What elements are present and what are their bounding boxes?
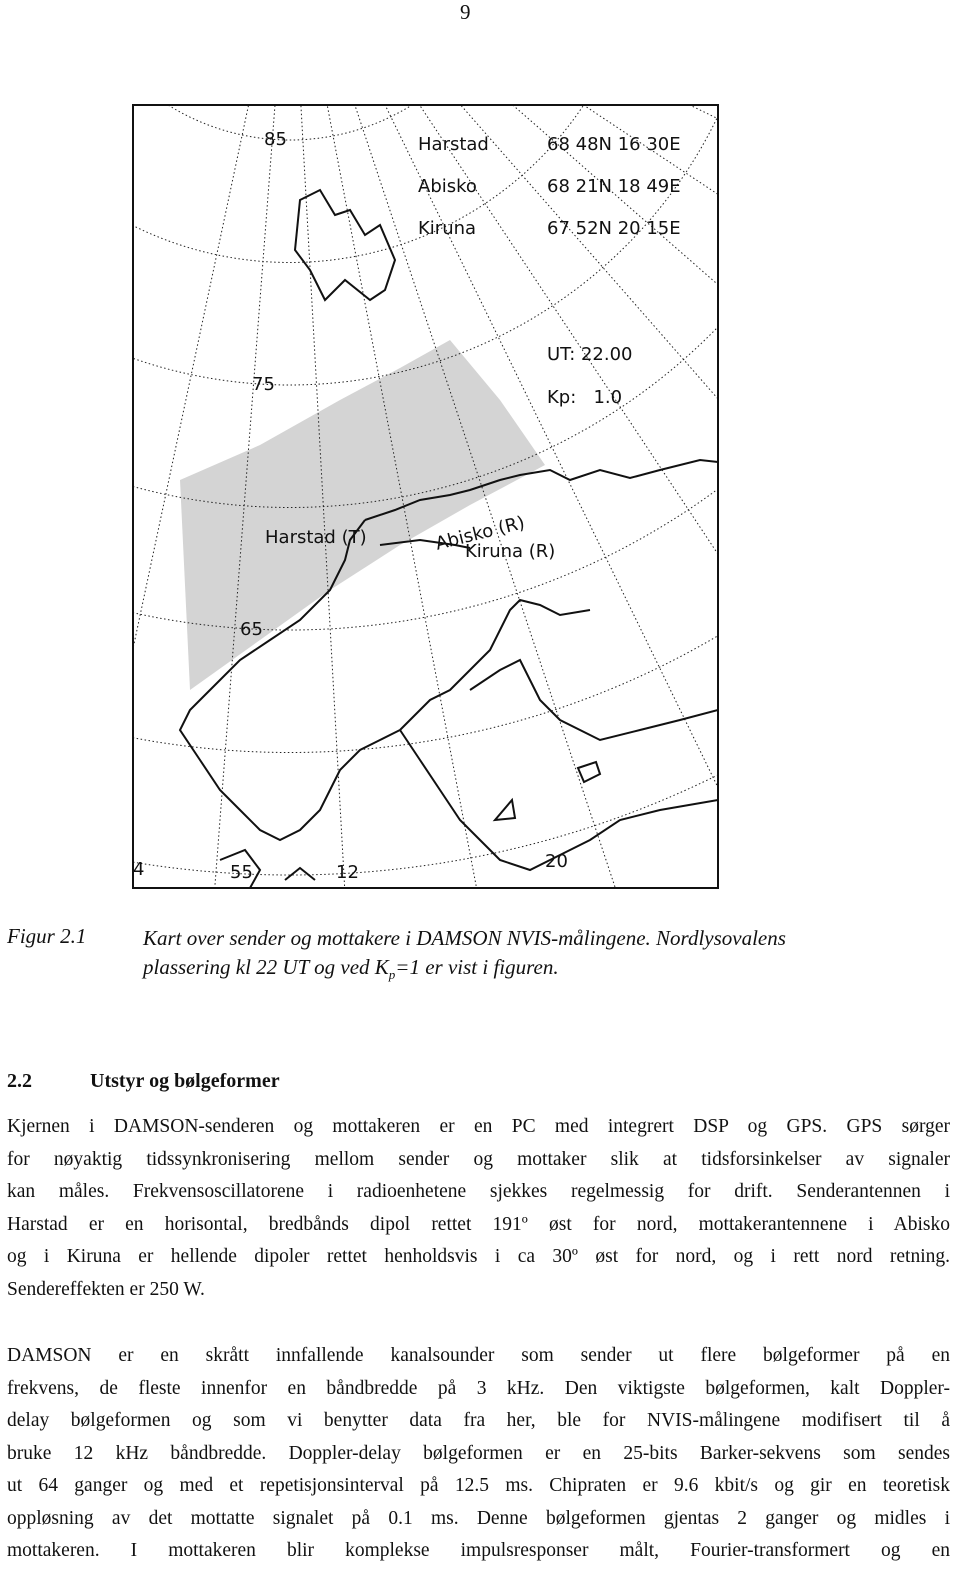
text-line: mottakeren. I mottakeren blir komplekse …	[7, 1540, 950, 1561]
caption-label: Figur 2.1	[7, 924, 87, 948]
map-frame	[132, 104, 719, 889]
station-map-label: Harstad (T)	[265, 527, 367, 548]
latitude-label: 75	[252, 374, 275, 395]
text-line: kan måles. Frekvensoscillatorene i radio…	[7, 1181, 950, 1202]
text-line: delay bølgeformen og som vi benytter dat…	[7, 1410, 950, 1431]
subscript: p	[388, 967, 396, 983]
kp-label: Kp: 1.0	[547, 387, 622, 408]
latitude-label: 55	[230, 862, 253, 883]
latitude-label: 85	[264, 129, 287, 150]
graticule-line	[214, 105, 276, 888]
map-content	[133, 105, 718, 888]
text-line: DAMSON er en skrått innfallende kanalsou…	[7, 1345, 950, 1366]
text-line: frekvens, de fleste innenfor en båndbred…	[7, 1377, 950, 1399]
longitude-label: 20	[545, 851, 568, 872]
station-coords: 68 21N 18 49E	[547, 176, 681, 197]
graticule-line	[354, 105, 616, 888]
station-name: Harstad	[418, 134, 489, 155]
text-line: Harstad er en horisontal, bredbånds dipo…	[7, 1213, 950, 1235]
graticule-line	[167, 105, 413, 141]
text-line: og i Kiruna er hellende dipoler rettet h…	[7, 1246, 950, 1267]
paragraph: Kjernen i DAMSON-senderen og mottakeren …	[7, 1111, 950, 1306]
coastline	[178, 188, 718, 888]
text-line: for nøyaktig tidssynkronisering mellom s…	[7, 1148, 950, 1170]
graticule-line	[326, 105, 478, 888]
graticule	[133, 105, 718, 888]
ut-label: UT: 22.00	[547, 344, 633, 365]
longitude-label: 4	[133, 859, 144, 880]
graticule-line	[300, 105, 346, 888]
text-line: ut 64 ganger og med et repetisjonsinterv…	[7, 1475, 950, 1496]
station-coords: 68 48N 16 30E	[547, 134, 681, 155]
text-line: bruke 12 kHz båndbredde. Doppler-delay b…	[7, 1442, 950, 1464]
station-coords: 67 52N 20 15E	[547, 218, 681, 239]
map-figure: Harstad 68 48N 16 30E Abisko 68 21N 18 4…	[132, 104, 719, 889]
text-line: Sendereffekten er 250 W.	[7, 1278, 205, 1300]
caption-line: Kart over sender og mottakere i DAMSON N…	[143, 926, 786, 950]
caption: Kart over sender og mottakere i DAMSON N…	[143, 924, 786, 989]
text-line: Kjernen i DAMSON-senderen og mottakeren …	[7, 1116, 950, 1137]
section-number: 2.2	[7, 1070, 32, 1092]
text-line: oppløsning av det mottatte signalet på 0…	[7, 1507, 950, 1529]
graticule-line	[133, 105, 585, 263]
caption-text: plassering kl 22 UT og ved K	[143, 955, 389, 979]
caption-line: plassering kl 22 UT og ved Kp=1 er vist …	[143, 953, 786, 989]
auroral-oval	[180, 340, 545, 690]
caption-text: =1 er vist i figuren.	[395, 955, 559, 979]
paragraph: DAMSON er en skrått innfallende kanalsou…	[7, 1340, 950, 1568]
longitude-label: 12	[336, 862, 359, 883]
latitude-label: 65	[240, 619, 263, 640]
map-labels: Harstad 68 48N 16 30E Abisko 68 21N 18 4…	[133, 129, 681, 883]
page-number: 9	[460, 0, 471, 24]
station-map-label: Kiruna (R)	[465, 541, 555, 562]
station-name: Kiruna	[418, 218, 476, 239]
section-title: Utstyr og bølgeformer	[90, 1070, 280, 1092]
station-name: Abisko	[418, 176, 477, 197]
graticule-line	[133, 105, 250, 652]
